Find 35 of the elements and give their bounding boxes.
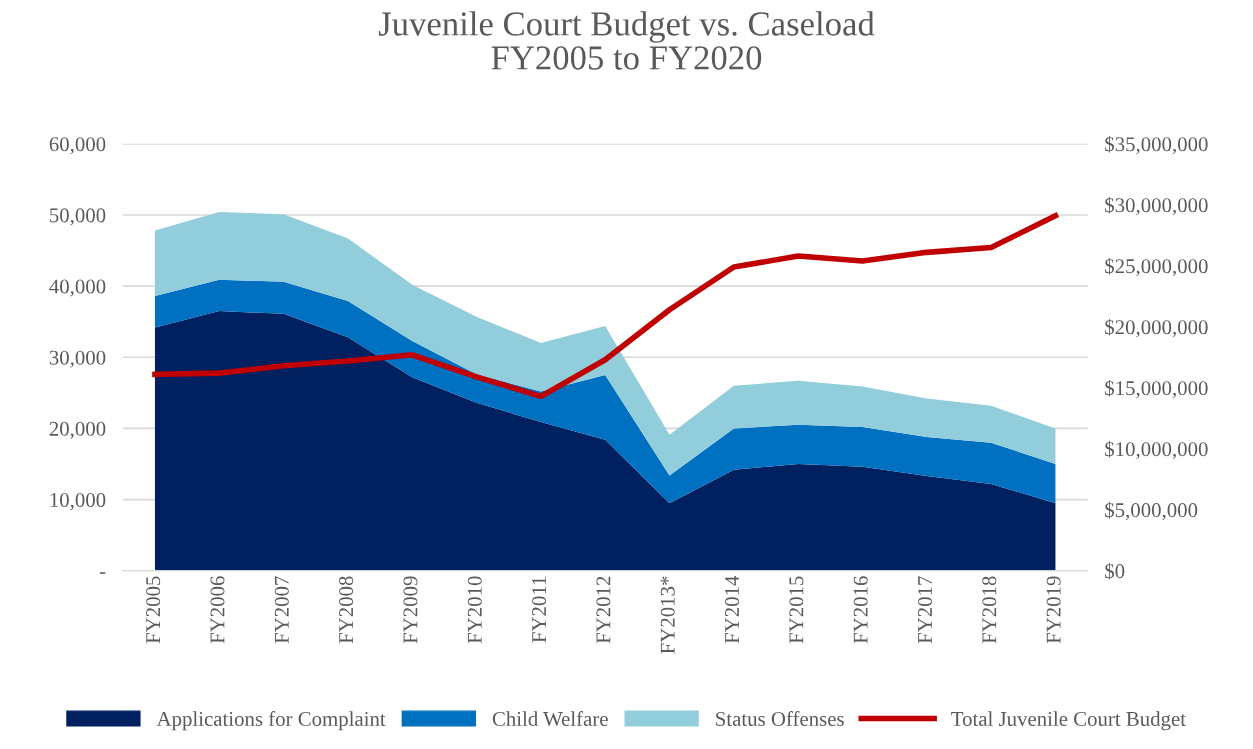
legend-label: Status Offenses (716, 711, 844, 726)
y-tick-label: 40,000 (49, 279, 106, 297)
x-tick-label: FY2011 (532, 576, 547, 643)
y2-tick-label: $25,000,000 (1105, 257, 1208, 277)
x-tick-label: FY2019 (1046, 576, 1061, 644)
x-tick-label: FY2010 (467, 576, 482, 644)
y2-tick-label: $20,000,000 (1105, 318, 1208, 338)
x-tick-label: FY2016 (853, 576, 868, 644)
y-tick-label: 10,000 (50, 492, 106, 511)
legend-label: Applications for Complaint (156, 711, 386, 731)
x-tick-label: FY2012 (596, 576, 611, 644)
y-tick-label: 50,000 (50, 208, 106, 226)
y2-tick-label: $35,000,000 (1105, 135, 1208, 155)
y2-tick-label: $10,000,000 (1105, 440, 1208, 460)
y-tick-label: 20,000 (49, 421, 106, 439)
x-tick-label: FY2017 (917, 576, 933, 644)
legend-label: Total Juvenile Court Budget (951, 711, 1186, 731)
y-tick-label: 60,000 (49, 137, 106, 155)
y2-tick-label: $0 (1105, 562, 1125, 580)
y-tick-label: 30,000 (49, 350, 106, 368)
x-tick-label: FY2014 (725, 575, 740, 644)
x-tick-label: FY2007 (274, 576, 289, 644)
x-tick-label: FY2008 (339, 576, 354, 644)
x-tick-label: FY2009 (403, 576, 418, 644)
x-tick-label: FY2006 (210, 576, 225, 644)
chart-title: Juvenile Court Budget vs. Caseload FY2005 to FY2020 (378, 11, 875, 70)
x-tick-label: FY2005 (146, 576, 161, 644)
x-tick-label: FY2018 (982, 576, 997, 644)
x-tick-label: FY2013* (660, 576, 675, 654)
y2-tick-label: $5,000,000 (1105, 501, 1198, 521)
y2-tick-label: $15,000,000 (1105, 379, 1208, 399)
y2-tick-label: $30,000,000 (1105, 196, 1208, 216)
legend-label: Child Welfare (492, 711, 608, 727)
x-tick-label: FY2015 (789, 576, 804, 644)
y-tick-label: - (99, 572, 106, 574)
